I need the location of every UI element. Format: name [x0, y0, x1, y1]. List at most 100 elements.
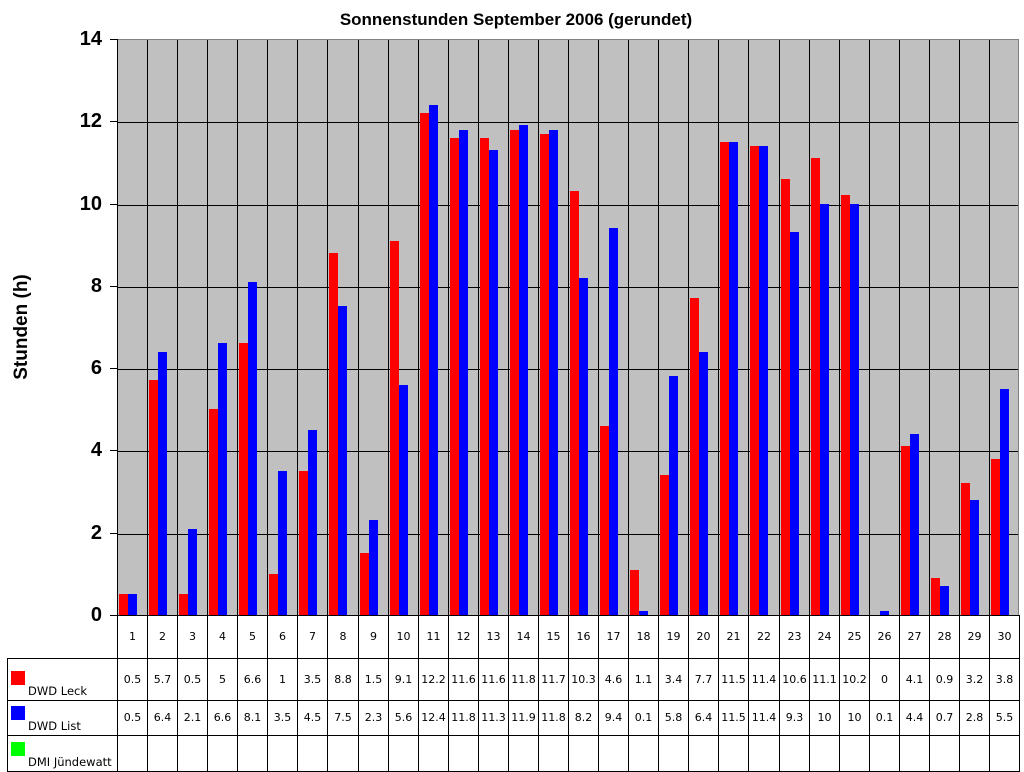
bar-dwd-list-day-28 — [940, 586, 949, 615]
bar-dwd-list-day-26 — [880, 611, 889, 615]
bar-dwd-leck-day-22 — [750, 146, 759, 615]
x-category-label: 5 — [237, 615, 268, 659]
table-header-row: 1 2 3 4 5 6 7 8 9 10 11 12 13 14 15 16 17 18 19 20 21 22 23 24 2… — [7, 615, 1020, 659]
vertical-gridline — [237, 40, 238, 615]
table-cell: 9.4 — [598, 699, 629, 736]
table-cell: 0.5 — [177, 657, 208, 701]
legend-entry: DMI Jündewatt — [7, 734, 118, 772]
data-table: 1 2 3 4 5 6 7 8 9 10 11 12 13 14 15 16 17 18 19 20 21 22 23 24 2… — [7, 615, 1020, 772]
legend-entry: DWD Leck — [7, 657, 118, 701]
table-cell: 8.1 — [237, 699, 268, 736]
table-cell — [237, 734, 268, 772]
table-cell — [267, 734, 298, 772]
table-cell: 3.8 — [989, 657, 1020, 701]
x-category-label: 21 — [718, 615, 749, 659]
legend-swatch-icon — [11, 741, 25, 756]
x-category-label: 3 — [177, 615, 208, 659]
bar-dwd-leck-day-27 — [901, 446, 910, 615]
bar-dwd-list-day-11 — [429, 105, 438, 615]
table-cell: 0 — [869, 657, 900, 701]
table-cell: 5 — [207, 657, 238, 701]
y-tick-mark — [110, 450, 117, 452]
table-cell — [688, 734, 719, 772]
table-cell: 6.4 — [147, 699, 178, 736]
table-cell: 11.9 — [508, 699, 539, 736]
table-cell: 0.5 — [117, 699, 148, 736]
bar-dwd-leck-day-25 — [841, 195, 850, 615]
table-cell — [177, 734, 208, 772]
bar-dwd-list-day-13 — [489, 150, 498, 615]
bar-dwd-list-day-1 — [128, 594, 137, 615]
horizontal-gridline — [117, 286, 1018, 288]
table-cell — [418, 734, 449, 772]
bar-dwd-leck-day-13 — [480, 138, 489, 615]
table-cell: 12.4 — [418, 699, 449, 736]
table-cell — [899, 734, 930, 772]
x-category-label: 30 — [989, 615, 1020, 659]
y-axis-line — [117, 39, 118, 615]
bar-dwd-leck-day-17 — [600, 426, 609, 615]
bar-dwd-list-day-23 — [790, 232, 799, 615]
table-cell: 0.9 — [929, 657, 960, 701]
horizontal-gridline — [117, 369, 1018, 371]
table-cell: 8.8 — [327, 657, 359, 701]
horizontal-gridline — [117, 533, 1018, 535]
x-category-label: 1 — [117, 615, 148, 659]
vertical-gridline — [839, 40, 840, 615]
table-cell: 10 — [839, 699, 870, 736]
bar-dwd-list-day-8 — [338, 306, 347, 615]
x-category-label: 12 — [448, 615, 479, 659]
table-cell — [508, 734, 539, 772]
table-cell: 6.6 — [237, 657, 268, 701]
y-tick-mark — [110, 203, 117, 205]
table-cell — [448, 734, 479, 772]
bar-dwd-list-day-27 — [910, 434, 919, 615]
bar-dwd-leck-day-30 — [991, 459, 1000, 615]
vertical-gridline — [327, 40, 328, 615]
x-category-label: 2 — [147, 615, 178, 659]
table-cell — [598, 734, 629, 772]
bar-dwd-leck-day-18 — [630, 570, 639, 615]
table-cell: 0.7 — [929, 699, 960, 736]
x-category-label: 15 — [538, 615, 569, 659]
y-tick-mark — [110, 39, 117, 40]
vertical-gridline — [448, 40, 449, 615]
bar-dwd-list-day-2 — [158, 352, 167, 615]
table-cell — [718, 734, 749, 772]
bar-dwd-leck-day-14 — [510, 130, 519, 615]
y-tick-label: 4 — [90, 439, 102, 462]
horizontal-gridline — [117, 451, 1018, 453]
table-cell — [478, 734, 509, 772]
bar-dwd-list-day-3 — [188, 529, 197, 615]
bar-dwd-list-day-16 — [579, 278, 588, 615]
bar-dwd-list-day-18 — [639, 611, 648, 615]
table-cell: 8.2 — [568, 699, 599, 736]
vertical-gridline — [358, 40, 359, 615]
table-row: DWD List 0.5 6.4 2.1 6.6 8.1 3.5 4.5 7.5 2.3 5.6 12… — [7, 699, 1020, 736]
table-cell: 11.3 — [478, 699, 509, 736]
table-cell: 10.6 — [779, 657, 810, 701]
table-row: DWD Leck 0.5 5.7 0.5 5 6.6 1 3.5 8.8 1.5 9.1 12.2 11… — [7, 657, 1020, 701]
table-cell — [869, 734, 900, 772]
table-cell: 12.2 — [418, 657, 449, 701]
table-cell — [929, 734, 960, 772]
table-cell — [207, 734, 238, 772]
x-category-label: 18 — [628, 615, 659, 659]
table-cell — [117, 734, 148, 772]
x-category-label: 7 — [297, 615, 328, 659]
table-cell: 11.6 — [478, 657, 509, 701]
table-cell — [809, 734, 840, 772]
vertical-gridline — [748, 40, 749, 615]
table-cell: 0.1 — [869, 699, 900, 736]
table-cell: 6.4 — [688, 699, 719, 736]
table-cell — [748, 734, 780, 772]
vertical-gridline — [718, 40, 719, 615]
table-cell: 7.5 — [327, 699, 359, 736]
table-cell: 2.3 — [358, 699, 389, 736]
bar-dwd-list-day-20 — [699, 352, 708, 615]
vertical-gridline — [568, 40, 569, 615]
y-tick-label: 10 — [79, 192, 102, 215]
vertical-gridline — [929, 40, 930, 615]
y-tick-label: 0 — [90, 604, 102, 626]
table-cell: 3.5 — [297, 657, 328, 701]
